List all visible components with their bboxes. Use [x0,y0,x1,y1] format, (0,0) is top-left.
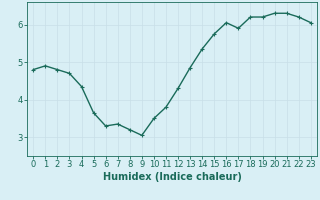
X-axis label: Humidex (Indice chaleur): Humidex (Indice chaleur) [103,172,241,182]
